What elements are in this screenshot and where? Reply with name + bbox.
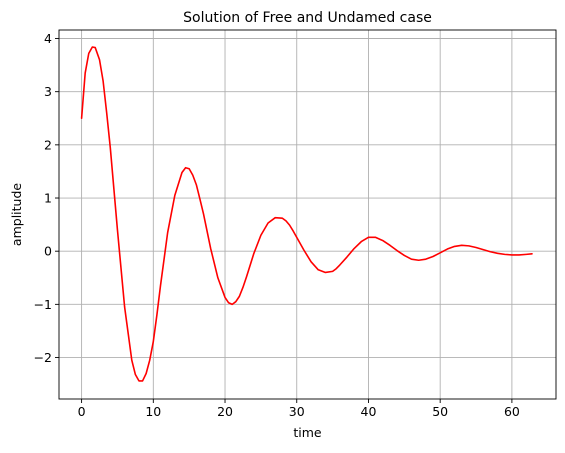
x-axis-label: time — [293, 425, 322, 440]
y-tick-label: −2 — [34, 350, 52, 365]
x-tick-label: 10 — [145, 404, 161, 419]
y-tick-label: 2 — [44, 137, 52, 152]
x-tick-label: 30 — [289, 404, 305, 419]
x-tick-label: 20 — [217, 404, 233, 419]
x-tick-label: 0 — [78, 404, 86, 419]
x-tick-label: 60 — [504, 404, 520, 419]
y-tick-label: 1 — [44, 191, 52, 206]
chart-title: Solution of Free and Undamed case — [183, 10, 432, 26]
y-tick-label: 4 — [44, 31, 52, 46]
grid — [59, 30, 556, 399]
x-tick-label: 40 — [361, 404, 377, 419]
y-axis-label: amplitude — [9, 183, 24, 246]
x-tick-label: 50 — [432, 404, 448, 419]
ticks: 0 10 20 30 40 50 60 −2 −1 0 1 2 3 4 — [34, 31, 520, 419]
y-tick-label: 0 — [44, 244, 52, 259]
series-layer — [80, 46, 533, 382]
series-line — [80, 46, 533, 382]
y-tick-label: −1 — [34, 297, 52, 312]
plot-frame — [58, 29, 557, 400]
y-tick-label: 3 — [44, 84, 52, 99]
